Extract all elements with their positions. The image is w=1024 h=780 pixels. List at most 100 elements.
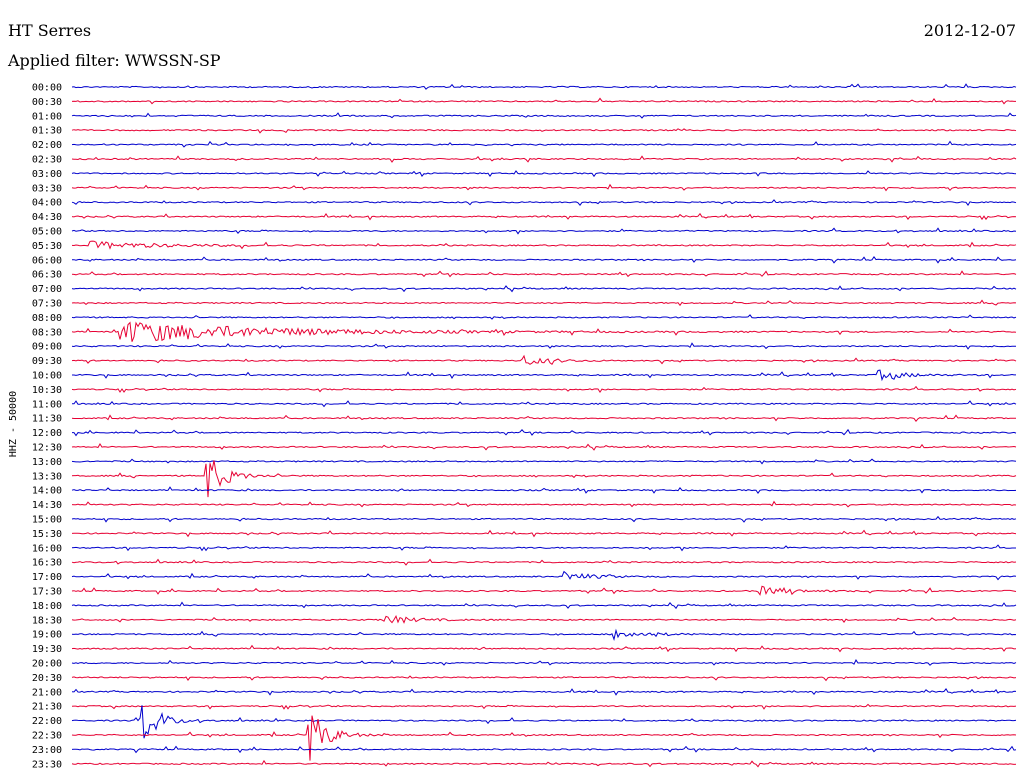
trace-0430 bbox=[71, 212, 1017, 221]
tick-label-1530: 15:30 bbox=[32, 529, 62, 540]
trace-1900 bbox=[71, 628, 1017, 641]
trace-2100 bbox=[71, 688, 1017, 696]
trace-0600 bbox=[71, 256, 1017, 264]
channel-label: HHZ - 50000 bbox=[8, 391, 19, 457]
tick-label-0430: 04:30 bbox=[32, 212, 62, 223]
trace-0800 bbox=[71, 314, 1017, 320]
trace-0000 bbox=[71, 83, 1017, 90]
tick-label-1630: 16:30 bbox=[32, 558, 62, 569]
trace-1230 bbox=[71, 443, 1017, 451]
trace-2300 bbox=[71, 745, 1017, 754]
trace-1630 bbox=[71, 558, 1017, 566]
trace-0630 bbox=[71, 270, 1017, 278]
filter-label: Applied filter: WWSSN-SP bbox=[7, 51, 221, 70]
tick-label-1830: 18:30 bbox=[32, 615, 62, 626]
tick-label-2330: 23:30 bbox=[32, 759, 62, 770]
tick-label-1800: 18:00 bbox=[32, 601, 62, 612]
tick-label-1230: 12:30 bbox=[32, 443, 62, 454]
trace-0900 bbox=[71, 342, 1016, 350]
tick-label-0630: 06:30 bbox=[32, 270, 62, 281]
trace-0930 bbox=[71, 354, 1017, 366]
trace-1400 bbox=[71, 486, 1017, 494]
tick-label-0930: 09:30 bbox=[32, 356, 62, 367]
tick-label-0000: 00:00 bbox=[32, 83, 62, 94]
tick-label-0600: 06:00 bbox=[32, 255, 62, 266]
trace-1830 bbox=[71, 615, 1017, 624]
trace-0330 bbox=[71, 183, 1017, 192]
tick-label-1000: 10:00 bbox=[32, 371, 62, 382]
tick-label-1300: 13:00 bbox=[32, 457, 62, 468]
trace-2130 bbox=[71, 703, 1017, 710]
tick-label-1430: 14:30 bbox=[32, 500, 62, 511]
tick-label-1400: 14:00 bbox=[32, 486, 62, 497]
traces bbox=[71, 83, 1017, 768]
tick-label-0130: 01:30 bbox=[32, 126, 62, 137]
tick-label-0700: 07:00 bbox=[32, 284, 62, 295]
tick-label-0100: 01:00 bbox=[32, 111, 62, 122]
tick-label-2000: 20:00 bbox=[32, 659, 62, 670]
trace-1430 bbox=[71, 500, 1017, 508]
trace-1500 bbox=[71, 515, 1017, 523]
tick-label-2200: 22:00 bbox=[32, 716, 62, 727]
trace-0100 bbox=[71, 112, 1017, 119]
tick-label-0200: 02:00 bbox=[32, 140, 62, 151]
tick-label-1900: 19:00 bbox=[32, 630, 62, 641]
trace-0200 bbox=[71, 140, 1017, 148]
trace-1300 bbox=[71, 458, 1017, 465]
tick-label-0330: 03:30 bbox=[32, 183, 62, 194]
trace-1800 bbox=[71, 601, 1017, 610]
tick-label-1930: 19:30 bbox=[32, 644, 62, 655]
tick-label-2230: 22:30 bbox=[32, 731, 62, 742]
trace-2000 bbox=[71, 658, 1017, 666]
trace-0030 bbox=[71, 97, 1016, 105]
tick-label-1200: 12:00 bbox=[32, 428, 62, 439]
trace-1130 bbox=[71, 414, 1016, 423]
tick-label-1330: 13:30 bbox=[32, 471, 62, 482]
trace-1000 bbox=[72, 369, 1016, 382]
tick-label-0300: 03:00 bbox=[32, 169, 62, 180]
tick-label-0030: 00:30 bbox=[32, 97, 62, 108]
tick-label-0730: 07:30 bbox=[32, 299, 62, 310]
tick-label-1600: 16:00 bbox=[32, 543, 62, 554]
trace-0300 bbox=[71, 170, 1017, 178]
tick-label-0230: 02:30 bbox=[32, 155, 62, 166]
date-label: 2012-12-07 bbox=[924, 21, 1016, 40]
tick-label-2300: 23:00 bbox=[32, 745, 62, 756]
trace-0400 bbox=[71, 199, 1017, 207]
trace-0130 bbox=[71, 128, 1017, 134]
tick-label-0900: 09:00 bbox=[32, 342, 62, 353]
trace-0700 bbox=[71, 285, 1017, 293]
tick-label-0400: 04:00 bbox=[32, 198, 62, 209]
tick-label-2130: 21:30 bbox=[32, 702, 62, 713]
time-tick-labels: 00:00 00:30 01:00 01:30 02:00 02:30 03:00 03:30… bbox=[32, 83, 62, 771]
tick-label-1130: 11:30 bbox=[32, 414, 62, 425]
tick-label-1100: 11:00 bbox=[32, 399, 62, 410]
trace-2230 bbox=[71, 715, 1017, 761]
trace-0730 bbox=[71, 299, 1017, 307]
trace-2030 bbox=[71, 675, 1017, 682]
trace-1700 bbox=[71, 570, 1017, 581]
trace-1530 bbox=[71, 529, 1017, 538]
tick-label-0830: 08:30 bbox=[32, 327, 62, 338]
tick-label-1030: 10:30 bbox=[32, 385, 62, 396]
tick-label-1700: 17:00 bbox=[32, 572, 62, 583]
station-title: HT Serres bbox=[8, 21, 91, 40]
tick-label-2030: 20:30 bbox=[32, 673, 62, 684]
trace-0830 bbox=[71, 321, 1017, 342]
trace-0530 bbox=[71, 240, 1017, 250]
trace-2200 bbox=[71, 705, 1017, 739]
trace-1330 bbox=[71, 460, 1017, 498]
trace-2330 bbox=[71, 759, 1017, 768]
tick-label-1730: 17:30 bbox=[32, 587, 62, 598]
tick-label-0530: 05:30 bbox=[32, 241, 62, 252]
trace-1100 bbox=[72, 400, 1017, 408]
trace-1730 bbox=[71, 585, 1017, 596]
tick-label-0500: 05:00 bbox=[32, 227, 62, 238]
trace-1200 bbox=[72, 428, 1017, 437]
trace-1030 bbox=[71, 385, 1017, 394]
trace-1600 bbox=[71, 544, 1016, 552]
trace-1930 bbox=[71, 644, 1017, 653]
tick-label-0800: 08:00 bbox=[32, 313, 62, 324]
trace-0230 bbox=[71, 155, 1017, 163]
